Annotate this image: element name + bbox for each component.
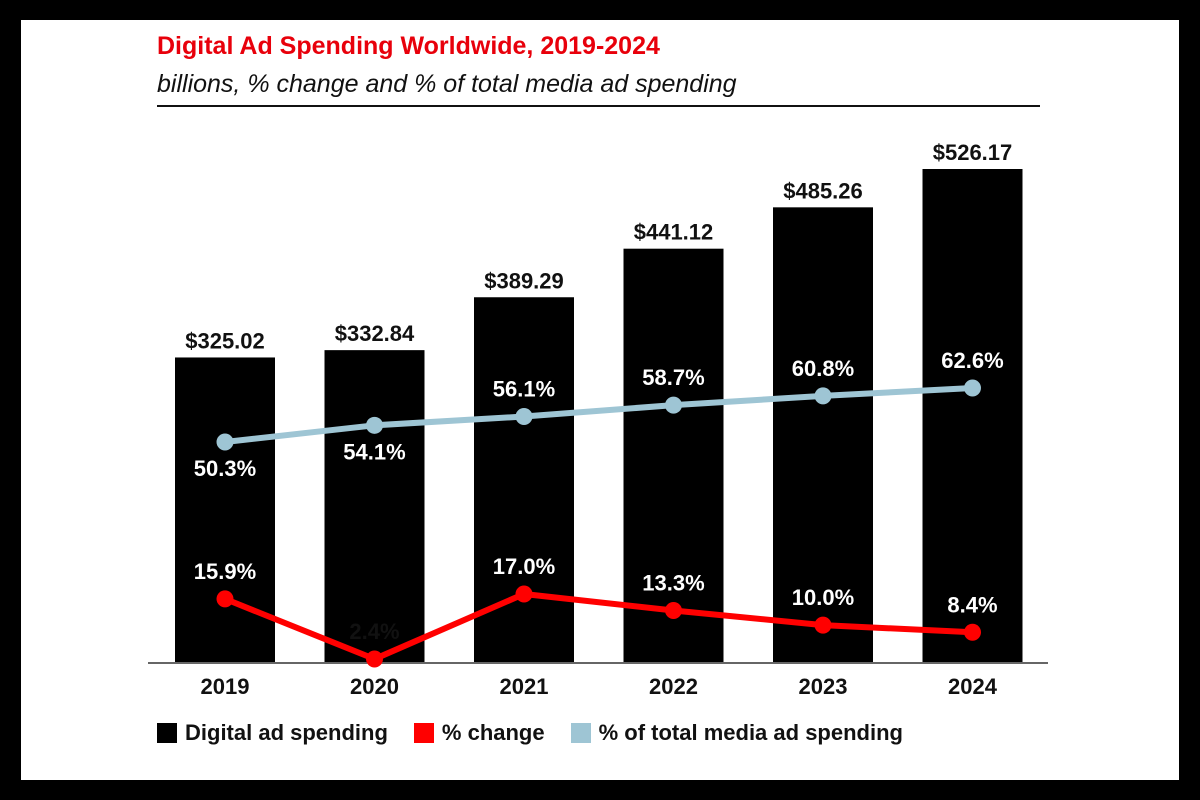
legend-label-percent-of-total: % of total media ad spending (598, 720, 903, 745)
percent-change-label-2021: 17.0% (493, 554, 555, 579)
percent-change-label-2020: 2.4% (349, 619, 399, 644)
bar-2024 (922, 169, 1023, 662)
chart-title: Digital Ad Spending Worldwide, 2019-2024 (157, 32, 660, 60)
percent-change-point-2020 (366, 650, 383, 668)
x-tick-2020: 2020 (350, 674, 399, 699)
chart-subtitle: billions, % change and % of total media … (157, 70, 737, 98)
percent-change-point-2019 (216, 590, 234, 608)
bar-label-2021: $389.29 (484, 268, 564, 293)
legend-label-percent-change: % change (441, 720, 545, 745)
title-rule (157, 105, 1040, 107)
bar-label-2019: $325.02 (185, 328, 265, 353)
percent-of-total-label-2021: 56.1% (493, 377, 555, 402)
percent-change-line (223, 591, 973, 662)
percent-of-total-label-2020: 54.1% (343, 439, 405, 464)
bar-2022 (623, 248, 724, 662)
legend-swatch-percent-of-total (570, 723, 591, 743)
x-tick-2024: 2024 (948, 674, 998, 699)
percent-of-total-label-2024: 62.6% (941, 348, 1003, 373)
x-tick-2019: 2019 (201, 674, 250, 699)
percent-change-label-2022: 13.3% (642, 570, 704, 595)
bar-label-2022: $441.12 (634, 220, 714, 245)
x-tick-2022: 2022 (649, 674, 698, 699)
legend: Digital ad spending % change % of total … (157, 720, 929, 746)
percent-change-point-2024 (964, 623, 981, 641)
percent-change-label-2023: 10.0% (792, 585, 854, 610)
bar-label-2024: $526.17 (933, 140, 1013, 165)
percent-of-total-point-2020 (366, 416, 383, 434)
legend-swatch-digital-ad-spending (157, 723, 177, 743)
percent-of-total-label-2023: 60.8% (792, 356, 854, 381)
percent-change-point-2023 (814, 616, 832, 634)
percent-of-total-point-2023 (814, 387, 832, 405)
bar-label-2020: $332.84 (335, 321, 415, 346)
legend-item-percent-of-total: % of total media ad spending (570, 720, 903, 746)
percent-of-total-label-2019: 50.3% (194, 456, 256, 481)
bar-2019 (175, 357, 275, 662)
percent-change-point-2022 (665, 601, 682, 619)
legend-item-digital-ad-spending: Digital ad spending (157, 720, 388, 746)
percent-of-total-label-2022: 58.7% (642, 365, 704, 390)
x-tick-2023: 2023 (799, 674, 848, 699)
percent-of-total-point-2022 (665, 396, 682, 414)
legend-label-digital-ad-spending: Digital ad spending (185, 720, 388, 745)
percent-change-label-2024: 8.4% (947, 592, 997, 617)
bar-2023 (773, 207, 873, 663)
percent-of-total-point-2019 (216, 433, 234, 451)
percent-of-total-line (224, 385, 973, 445)
bar-2020 (324, 350, 425, 662)
x-tick-2021: 2021 (500, 674, 549, 699)
legend-swatch-percent-change (413, 723, 434, 743)
percent-change-label-2019: 15.9% (194, 559, 256, 584)
percent-of-total-point-2024 (964, 379, 981, 397)
percent-change-point-2021 (515, 585, 533, 603)
legend-item-percent-change: % change (413, 720, 545, 746)
percent-of-total-point-2021 (515, 408, 533, 426)
bar-label-2023: $485.26 (783, 178, 863, 203)
